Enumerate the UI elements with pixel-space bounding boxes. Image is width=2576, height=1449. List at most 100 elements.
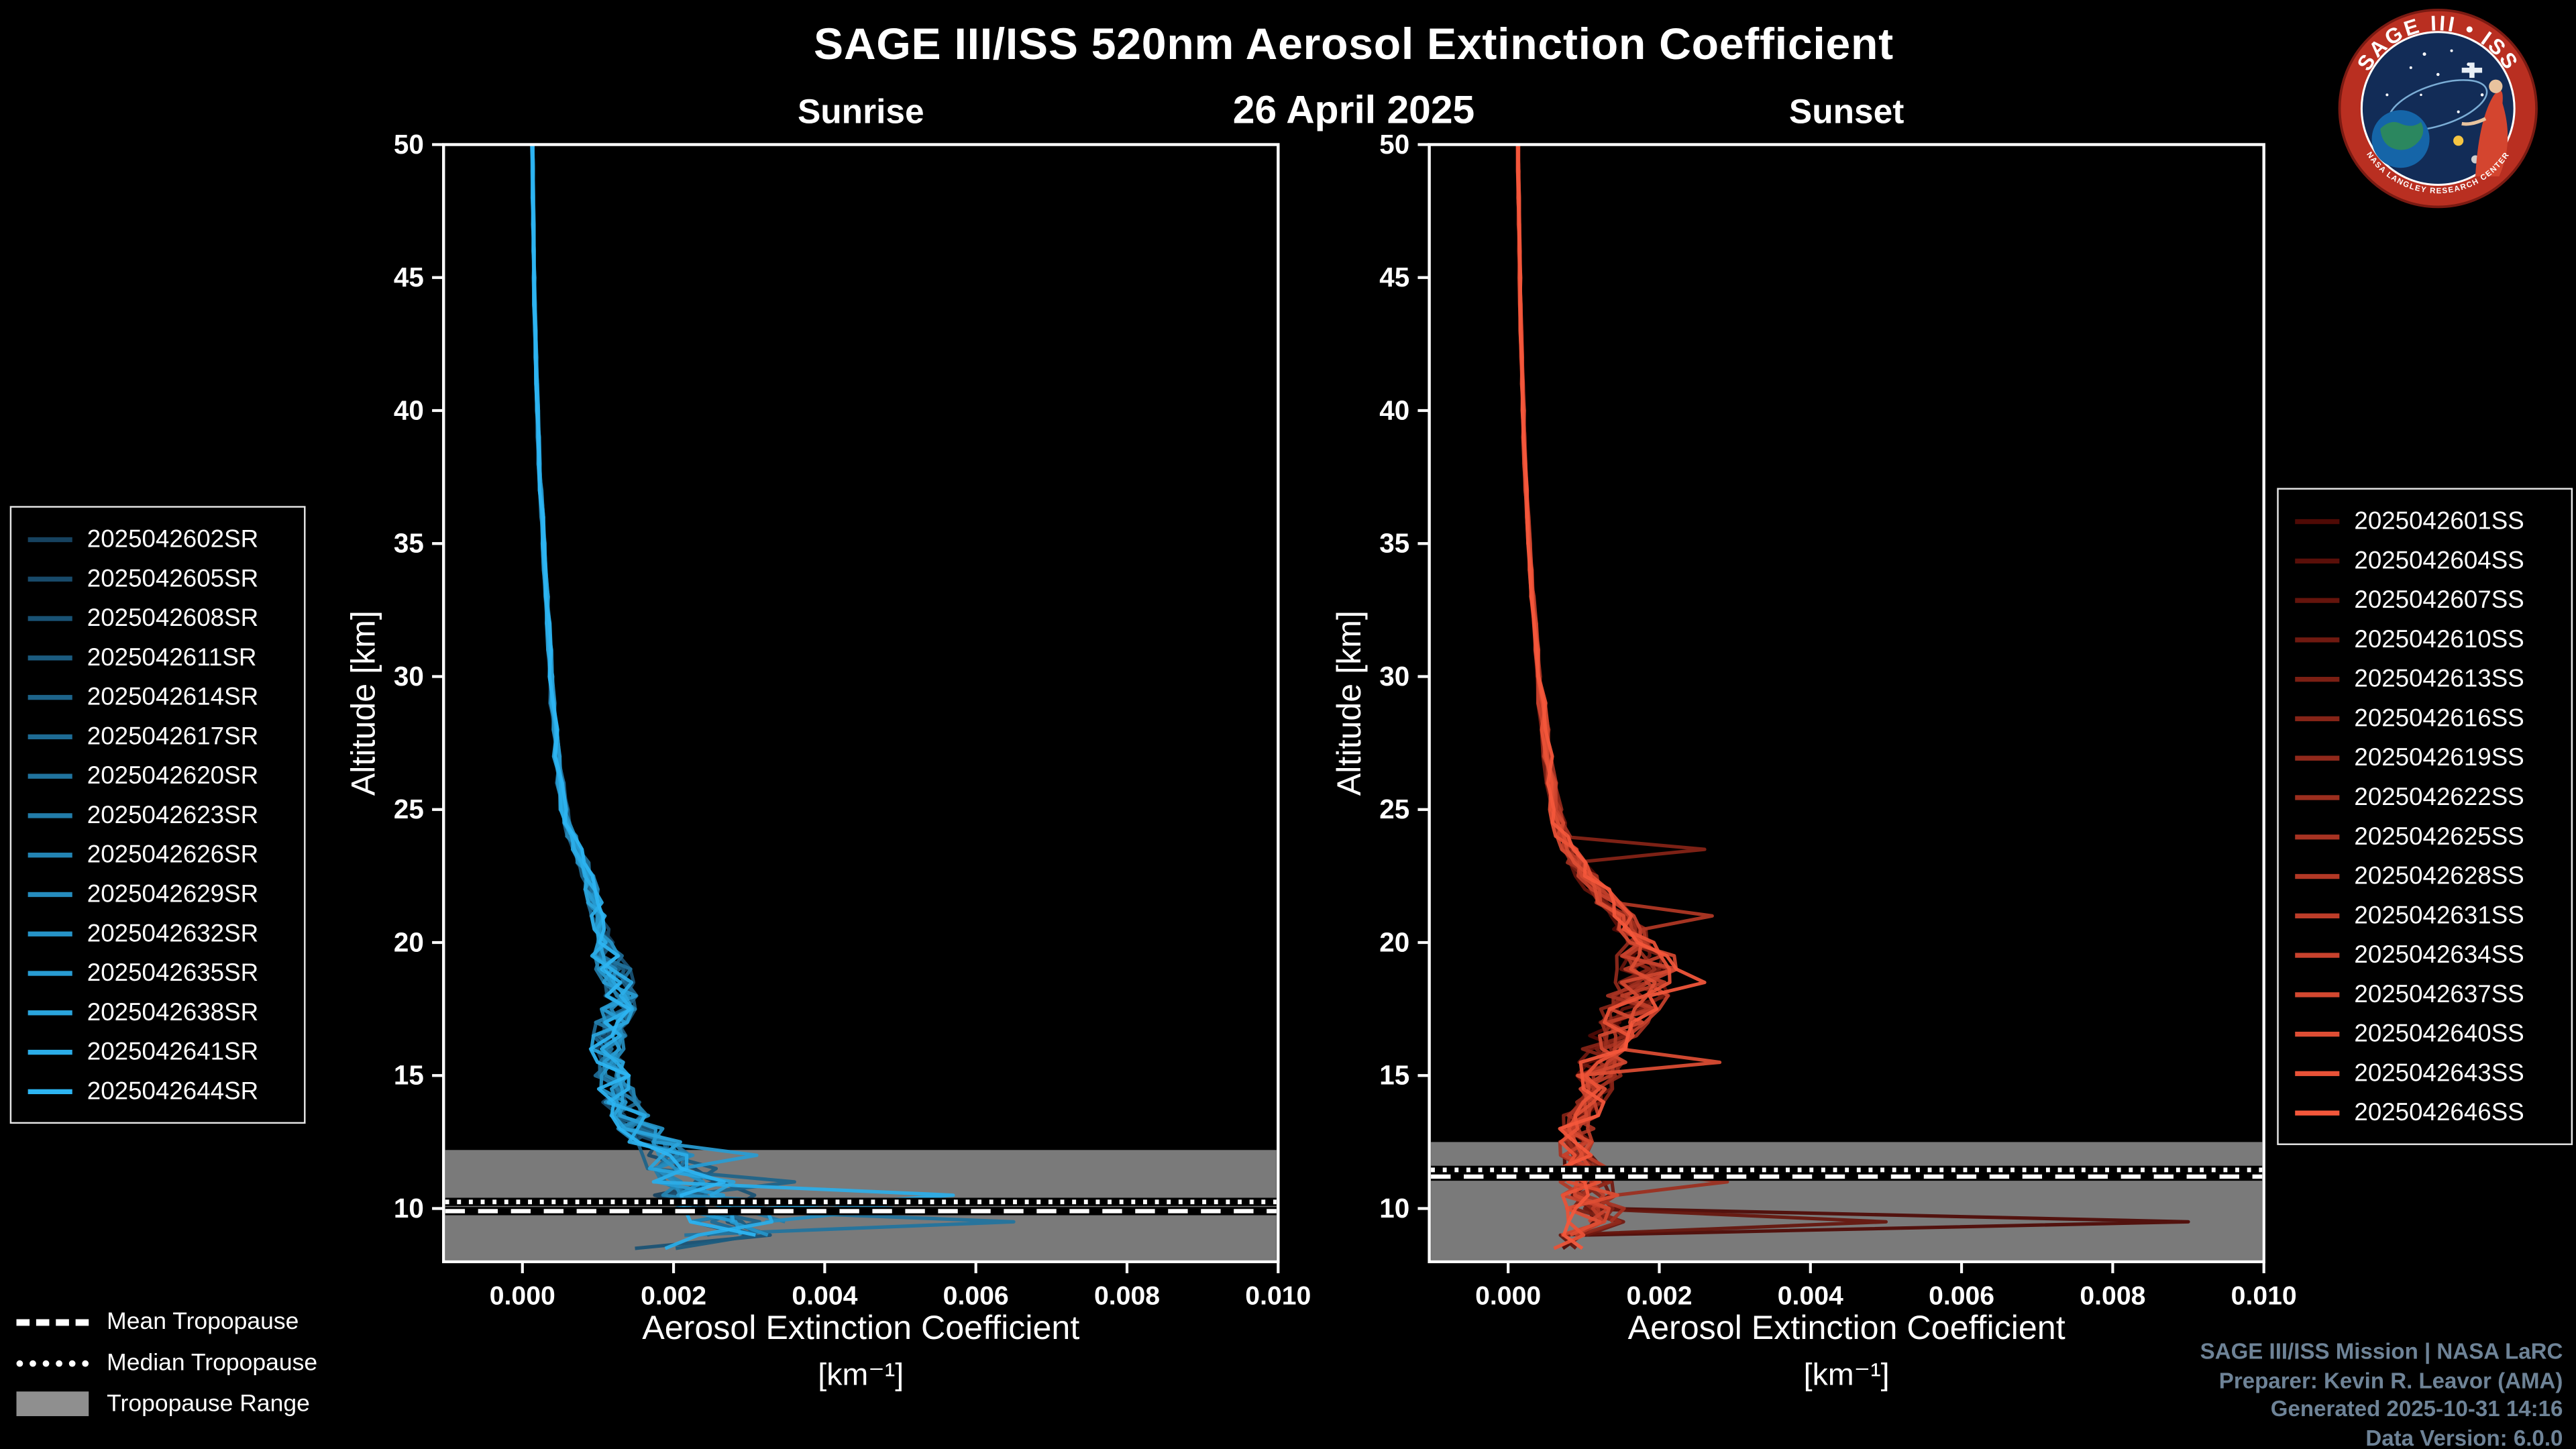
- y-tick-label: 35: [1379, 528, 1409, 559]
- legend-series-label: 2025042605SR: [87, 564, 259, 592]
- plot-border: [1428, 143, 2265, 1264]
- legend-series-label: 2025042610SS: [2354, 625, 2524, 653]
- legend-series-label: 2025042602SR: [87, 525, 259, 553]
- profile-line: [530, 144, 769, 1237]
- legend-series-label: 2025042644SR: [87, 1077, 259, 1105]
- tropopause-range-label: Tropopause Range: [107, 1391, 310, 1417]
- legend-line-swatch: [28, 1049, 72, 1055]
- legend-series-label: 2025042640SS: [2354, 1019, 2524, 1048]
- legend-series-label: 2025042607SS: [2354, 586, 2524, 614]
- legend-line-swatch: [28, 694, 72, 700]
- legend-series-label: 2025042622SS: [2354, 782, 2524, 811]
- legend-line-swatch: [2295, 557, 2340, 563]
- legend-series-label: 2025042616SS: [2354, 704, 2524, 733]
- figure-date: 26 April 2025: [1232, 89, 1475, 133]
- profile-line: [531, 144, 769, 1237]
- y-tick-label: 20: [394, 926, 424, 957]
- y-tick-label: 45: [1379, 262, 1409, 292]
- sunset-x-axis-label: Aerosol Extinction Coefficient: [1627, 1309, 2065, 1348]
- legend-series-label: 2025042604SS: [2354, 546, 2524, 574]
- legend-item: 2025042620SR: [28, 756, 288, 796]
- legend-series-label: 2025042611SR: [87, 643, 257, 672]
- y-tick-label: 30: [1379, 661, 1409, 692]
- legend-line-swatch: [2295, 991, 2340, 997]
- logo-robed-figure-icon: [2461, 79, 2508, 176]
- profile-line: [531, 144, 955, 1250]
- logo-iss-satellite-icon: [2461, 62, 2483, 78]
- legend-line-swatch: [2295, 912, 2340, 918]
- sunset-x-axis-units: [km⁻¹]: [1803, 1358, 1890, 1393]
- legend-item: 2025042613SS: [2295, 659, 2555, 698]
- x-tick-label: 0.002: [1626, 1281, 1692, 1310]
- profile-line: [530, 144, 759, 1236]
- legend-item: 2025042638SR: [28, 992, 288, 1032]
- legend-item: 2025042614SR: [28, 677, 288, 716]
- legend-item: 2025042622SS: [2295, 777, 2555, 816]
- legend-item: 2025042619SS: [2295, 738, 2555, 777]
- y-tick-label: 25: [394, 794, 424, 824]
- legend-item: 2025042628SS: [2295, 856, 2555, 896]
- x-tick-label: 0.006: [943, 1281, 1009, 1310]
- legend-item: 2025042637SS: [2295, 974, 2555, 1014]
- legend-item: 2025042644SR: [28, 1071, 288, 1111]
- logo-earth-icon: [2371, 110, 2430, 168]
- sunset-legend: 2025042601SS 2025042604SS 2025042607SS 2025…: [2277, 488, 2573, 1145]
- y-tick-label: 40: [394, 394, 424, 425]
- sunrise-legend: 2025042602SR 2025042605SR 2025042608SR 2025…: [9, 506, 306, 1124]
- profile-line: [529, 144, 895, 1224]
- sage-iss-logo: SAGE III • ISS NASA LANGLEY RESEARCH CEN…: [2338, 8, 2538, 209]
- legend-series-label: 2025042637SS: [2354, 979, 2524, 1008]
- legend-item: 2025042625SS: [2295, 816, 2555, 856]
- tropopause-range-band: [1431, 1142, 2263, 1260]
- legend-line-swatch: [28, 970, 72, 975]
- x-tick-label: 0.010: [2231, 1281, 2297, 1310]
- legend-item: 2025042605SR: [28, 559, 288, 598]
- legend-line-swatch: [2295, 597, 2340, 602]
- profile-line: [1515, 144, 1707, 1250]
- y-tick-label: 25: [1379, 794, 1409, 824]
- y-tick-label: 35: [394, 528, 424, 559]
- y-tick-label: 45: [394, 262, 424, 292]
- dotted-line-swatch: [16, 1359, 89, 1366]
- legend-series-label: 2025042646SS: [2354, 1098, 2524, 1126]
- x-tick-label: 0.002: [641, 1281, 706, 1310]
- legend-series-label: 2025042635SR: [87, 958, 259, 987]
- legend-item: 2025042616SS: [2295, 698, 2555, 738]
- legend-series-label: 2025042625SS: [2354, 822, 2524, 851]
- legend-item: 2025042623SR: [28, 795, 288, 835]
- legend-item: 2025042634SS: [2295, 934, 2555, 974]
- legend-item: 2025042646SS: [2295, 1093, 2555, 1132]
- sunrise-plot: 10 15 20 25 30 35 40 45 50 0.000 0.002 0.004 0.006 0.…: [394, 129, 1311, 1311]
- legend-item: 2025042602SR: [28, 519, 288, 559]
- legend-line-swatch: [28, 1088, 72, 1093]
- legend-series-label: 2025042619SS: [2354, 743, 2524, 771]
- legend-line-swatch: [28, 891, 72, 896]
- profile-line: [530, 144, 796, 1237]
- legend-series-label: 2025042628SS: [2354, 861, 2524, 890]
- legend-series-label: 2025042632SR: [87, 919, 259, 947]
- legend-item: 2025042641SR: [28, 1032, 288, 1071]
- legend-line-swatch: [28, 576, 72, 581]
- sunset-y-axis-label: Altitude [km]: [1330, 610, 1369, 796]
- profile-line: [531, 144, 772, 1250]
- profile-line: [531, 144, 786, 1224]
- logo-sun-icon: [2453, 136, 2464, 146]
- legend-line-swatch: [28, 536, 72, 541]
- legend-line-swatch: [2295, 636, 2340, 642]
- x-tick-label: 0.010: [1245, 1281, 1311, 1310]
- y-tick-label: 15: [1379, 1060, 1409, 1091]
- legend-line-swatch: [28, 930, 72, 936]
- legend-item: 2025042601SS: [2295, 501, 2555, 541]
- y-tick-label: 10: [394, 1193, 424, 1224]
- legend-line-swatch: [2295, 676, 2340, 682]
- sunset-plot: 10 15 20 25 30 35 40 45 50 0.000 0.002 0.004 0.006 0.…: [1379, 129, 2296, 1311]
- tropopause-range-legend-item: Tropopause Range: [16, 1383, 317, 1424]
- legend-series-label: 2025042641SR: [87, 1037, 259, 1066]
- x-tick-label: 0.008: [1094, 1281, 1160, 1310]
- profile-line: [530, 144, 758, 1250]
- legend-series-label: 2025042613SS: [2354, 664, 2524, 693]
- legend-series-label: 2025042638SR: [87, 998, 259, 1026]
- legend-line-swatch: [2295, 873, 2340, 878]
- legend-item: 2025042643SS: [2295, 1053, 2555, 1093]
